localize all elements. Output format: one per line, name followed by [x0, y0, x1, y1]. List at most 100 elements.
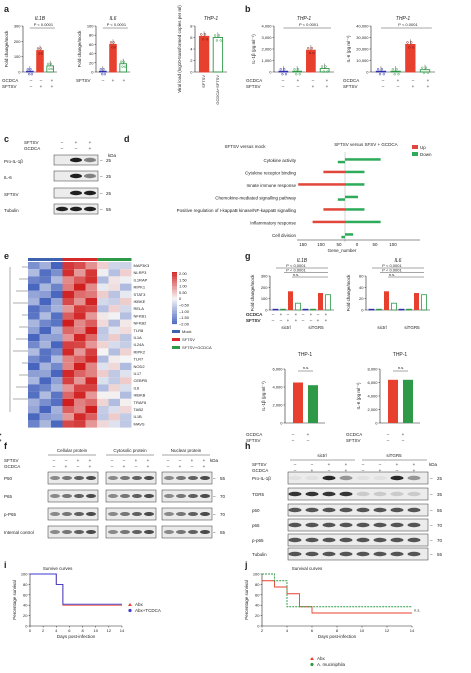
- y-axis-label: Fold change/mock: [4, 30, 9, 68]
- bar: [272, 308, 279, 311]
- colorbar-step: [172, 272, 177, 274]
- gene-label: CEBPB: [134, 378, 148, 383]
- heatmap-cell: [108, 341, 120, 349]
- condition-sign: –: [272, 312, 275, 317]
- heatmap-cell: [74, 370, 86, 378]
- condition-label: GCDCA: [246, 312, 262, 317]
- heatmap-cell: [51, 384, 63, 392]
- y-tick-label: 2: [190, 58, 193, 63]
- y-axis-label: Fold change/mock: [77, 30, 82, 68]
- blot-band: [70, 157, 82, 163]
- data-point: [200, 33, 203, 36]
- kda-value: 35: [437, 492, 443, 497]
- heatmap-cell: [74, 348, 86, 356]
- condition-sign: –: [53, 464, 56, 469]
- blot-band: [390, 522, 404, 528]
- condition-sign: +: [280, 312, 283, 317]
- data-point: [48, 67, 51, 71]
- condition-sign: –: [135, 464, 138, 469]
- blot-band: [108, 494, 118, 498]
- colorbar-step: [172, 292, 177, 295]
- data-point: [421, 66, 424, 69]
- heatmap-cell: [85, 334, 97, 342]
- condition-sign: +: [0, 432, 2, 437]
- condition-label: SFTSV: [246, 318, 261, 323]
- y-tick-label: 20: [89, 60, 94, 65]
- heatmap-cell: [28, 305, 40, 313]
- y-tick-label: 0: [257, 624, 260, 629]
- heatmap-cell: [51, 290, 63, 298]
- blot-band: [407, 551, 421, 557]
- group-bar: [74, 258, 86, 261]
- group-bar: [85, 258, 97, 261]
- colorbar-step: [172, 282, 177, 284]
- data-point: [120, 60, 123, 63]
- heatmap-cell: [120, 269, 132, 277]
- colorbar-tick: –1.50: [179, 315, 190, 320]
- y-axis-label: IL-1β (pg ml⁻¹): [251, 34, 256, 64]
- blot-band: [84, 157, 96, 163]
- heatmap-cell: [97, 384, 109, 392]
- colorbar-step: [172, 301, 177, 304]
- heatmap-cell: [51, 298, 63, 306]
- heatmap-cell: [120, 370, 132, 378]
- p-value: n.s.: [303, 365, 309, 370]
- bar: [388, 379, 398, 423]
- blot-band: [322, 522, 336, 528]
- heatmap-cell: [51, 398, 63, 406]
- panel-label: j: [244, 560, 248, 570]
- legend-label: Up: [420, 145, 426, 150]
- heatmap-cell: [62, 262, 74, 270]
- heatmap-cell: [108, 319, 120, 327]
- heatmap-cell: [108, 290, 120, 298]
- data-point: [39, 47, 42, 50]
- heatmap-cell: [97, 326, 109, 334]
- data-point: [112, 41, 115, 44]
- blot-band: [407, 537, 421, 543]
- data-point: [40, 52, 44, 55]
- x-tick-label: 14: [120, 628, 125, 633]
- kda-tick: –: [213, 512, 216, 517]
- heatmap-cell: [108, 283, 120, 291]
- colorbar-step: [172, 273, 177, 275]
- data-point: [324, 65, 327, 68]
- group-bar: [97, 258, 109, 261]
- heatmap-cell: [74, 398, 86, 406]
- colorbar-step: [172, 283, 177, 286]
- blot-label: p-P65: [4, 512, 17, 517]
- condition-sign: –: [292, 432, 295, 437]
- blot-band: [305, 507, 319, 513]
- condition-sign: +: [310, 312, 313, 317]
- data-point: [219, 39, 222, 42]
- bar: [421, 294, 427, 311]
- kda-value: 70: [437, 523, 443, 528]
- condition-sign: +: [123, 464, 126, 469]
- survival-curve-0: [30, 573, 122, 606]
- heatmap-cell: [108, 348, 120, 356]
- y-axis-label: Fold change/mock: [346, 274, 351, 312]
- colorbar-step: [172, 311, 177, 313]
- heatmap-cell: [62, 326, 74, 334]
- condition-sign: +: [40, 84, 43, 89]
- blot-band: [305, 522, 319, 528]
- kda-label: kDa: [210, 458, 218, 463]
- x-tick-label: 150: [299, 242, 307, 247]
- data-point: [320, 65, 324, 68]
- heatmap-cell: [120, 290, 132, 298]
- heatmap-cell: [28, 413, 40, 421]
- condition-sign: –: [382, 84, 385, 89]
- colorbar-step: [172, 308, 177, 310]
- heatmap-cell: [120, 319, 132, 327]
- p-value: n.s.: [293, 272, 299, 277]
- y-axis-label: Percentage survival: [244, 580, 249, 620]
- heatmap-cell: [97, 420, 109, 428]
- heatmap-cell: [120, 391, 132, 399]
- kda-value: 55: [437, 508, 443, 513]
- survival-curve-1: [30, 573, 122, 605]
- gene-label: MAVS: [134, 421, 145, 426]
- gene-label: RIPK2: [134, 349, 146, 354]
- data-point: [109, 41, 113, 44]
- heatmap-cell: [39, 398, 51, 406]
- group-bar: [51, 258, 63, 261]
